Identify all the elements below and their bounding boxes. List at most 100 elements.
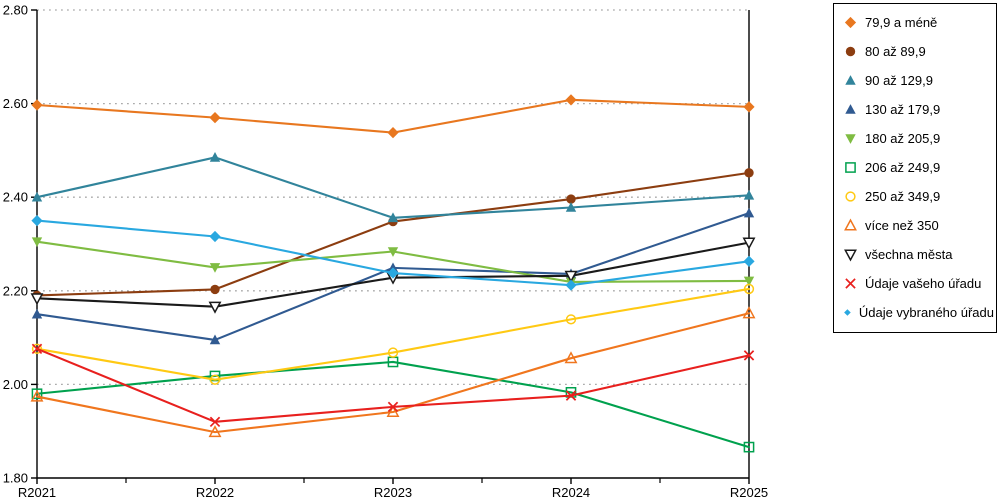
triangle-down-open-marker-icon: [844, 249, 857, 262]
triangle-up-open-marker-icon: [208, 425, 222, 438]
diamond-filled-marker-icon: [209, 230, 221, 243]
circle-open-marker-icon: [743, 283, 755, 295]
legend-item-label: Údaje vybraného úřadu: [858, 305, 994, 320]
series-triangle-down-filled: [31, 237, 755, 288]
x-tick-label: R2024: [552, 485, 590, 500]
legend-diamond-filled-icon: [844, 16, 857, 29]
legend-item-label: 79,9 a méně: [865, 15, 938, 30]
triangle-up-filled-marker-icon: [387, 212, 399, 223]
series-line: [35, 360, 751, 449]
triangle-up-filled-marker-icon: [743, 207, 755, 218]
triangle-down-open-marker-icon: [30, 293, 44, 306]
x-cross-marker-icon: [387, 401, 399, 413]
triangle-down-open-marker-icon: [742, 237, 756, 250]
triangle-up-filled-marker-icon: [845, 104, 856, 114]
legend-triangle-up-filled-icon: [845, 75, 856, 85]
legend-item: 250 až 349,9: [843, 182, 994, 211]
legend-item-label: 250 až 349,9: [865, 189, 941, 204]
diamond-filled-marker-icon: [209, 112, 221, 124]
legend-triangle-down-filled-icon: [845, 134, 856, 144]
legend-item: 206 až 249,9: [843, 153, 994, 182]
legend-item: 130 až 179,9: [843, 95, 994, 124]
x-tick-label: R2021: [18, 485, 56, 500]
x-tick-label: R2023: [374, 485, 412, 500]
diamond-filled-marker-icon: [844, 309, 851, 316]
series-square-open: [31, 356, 755, 453]
legend-item: 180 až 205,9: [843, 124, 994, 153]
triangle-down-filled-marker-icon: [387, 247, 399, 257]
circle-open-marker-icon: [565, 314, 577, 325]
chart-legend: 79,9 a méně 80 až 89,9 90 až 129,9 130 až 1…: [833, 3, 997, 333]
triangle-down-filled-marker-icon: [31, 237, 43, 248]
triangle-up-open-marker-icon: [844, 218, 857, 231]
y-tick-label: 2.40: [3, 190, 28, 205]
series-x-cross: [31, 343, 755, 428]
series-line: [35, 312, 751, 434]
legend-triangle-down-open-icon: [844, 249, 857, 262]
legend-item-label: všechna města: [865, 247, 953, 262]
legend-x-cross-icon: [845, 278, 856, 289]
x-cross-marker-icon: [209, 416, 221, 428]
legend-square-open-icon: [845, 162, 856, 173]
legend-item: 90 až 129,9: [843, 66, 994, 95]
triangle-up-filled-marker-icon: [209, 334, 221, 345]
legend-item-label: více než 350: [865, 218, 939, 233]
circle-filled-marker-icon: [210, 284, 220, 295]
diamond-filled-marker-icon: [31, 215, 43, 227]
x-cross-marker-icon: [565, 390, 577, 401]
series-diamond-filled: [31, 94, 755, 139]
circle-filled-marker-icon: [566, 194, 576, 204]
legend-circle-open-icon: [845, 191, 856, 202]
series-circle-open: [31, 283, 755, 385]
triangle-up-filled-marker-icon: [845, 75, 856, 85]
square-open-marker-icon: [743, 441, 755, 453]
legend-item: Údaje vybraného úřadu: [843, 298, 994, 327]
circle-open-marker-icon: [387, 347, 399, 358]
square-open-marker-icon: [565, 387, 577, 398]
triangle-up-filled-marker-icon: [565, 202, 577, 212]
legend-item-label: 180 až 205,9: [865, 131, 941, 146]
legend-item: více než 350: [843, 211, 994, 240]
x-tick-label: R2022: [196, 485, 234, 500]
legend-triangle-up-filled-icon: [845, 104, 856, 114]
legend-item-label: 206 až 249,9: [865, 160, 941, 175]
triangle-up-open-marker-icon: [564, 351, 578, 364]
square-open-marker-icon: [31, 388, 43, 400]
triangle-down-filled-marker-icon: [845, 134, 856, 144]
circle-open-marker-icon: [31, 343, 43, 354]
diamond-filled-marker-icon: [565, 94, 577, 106]
triangle-up-open-marker-icon: [30, 389, 44, 402]
y-tick-label: 2.00: [3, 377, 28, 392]
diamond-filled-marker-icon: [31, 99, 43, 111]
triangle-up-filled-marker-icon: [209, 152, 221, 162]
triangle-up-filled-marker-icon: [387, 262, 399, 273]
circle-open-marker-icon: [845, 191, 856, 202]
legend-item: 80 až 89,9: [843, 37, 994, 66]
circle-filled-marker-icon: [845, 46, 856, 57]
x-cross-marker-icon: [845, 278, 856, 289]
diamond-filled-marker-icon: [743, 255, 755, 267]
square-open-marker-icon: [845, 162, 856, 173]
triangle-up-open-marker-icon: [386, 405, 400, 418]
triangle-down-filled-marker-icon: [209, 263, 221, 273]
legend-circle-filled-icon: [845, 46, 856, 57]
legend-item-label: Údaje vašeho úřadu: [865, 276, 982, 291]
series-triangle-up-open: [30, 306, 756, 438]
y-tick-label: 2.60: [3, 96, 28, 111]
diamond-filled-marker-icon: [743, 101, 755, 113]
triangle-down-open-marker-icon: [564, 270, 578, 283]
triangle-up-filled-marker-icon: [31, 191, 43, 202]
series-line: [35, 347, 751, 423]
y-tick-label: 1.80: [3, 471, 28, 486]
x-tick-label: R2025: [730, 485, 768, 500]
diamond-filled-marker-icon: [387, 267, 399, 279]
triangle-up-filled-marker-icon: [31, 308, 43, 319]
x-cross-marker-icon: [31, 343, 43, 355]
series-triangle-up-filled: [31, 152, 755, 223]
diamond-filled-marker-icon: [387, 127, 399, 139]
triangle-up-filled-marker-icon: [743, 189, 755, 200]
legend-item-label: 130 až 179,9: [865, 102, 941, 117]
y-tick-label: 2.20: [3, 283, 28, 298]
